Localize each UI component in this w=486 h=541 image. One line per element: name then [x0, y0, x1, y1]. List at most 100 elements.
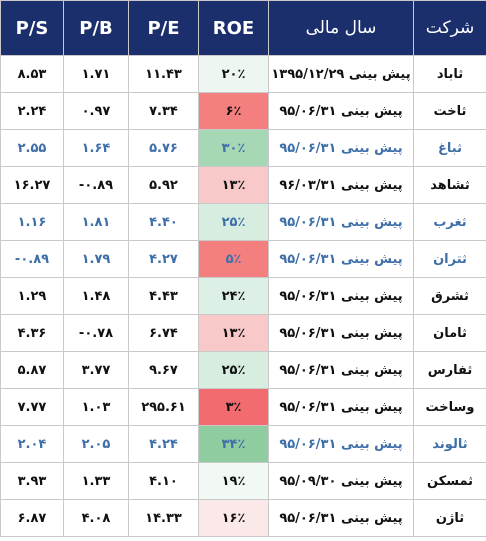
cell-pe: ۱۱.۴۳ [128, 55, 199, 93]
cell-pe: ۲۹۵.۶۱ [128, 388, 199, 426]
cell-company: ثامان [413, 314, 486, 352]
cell-pb: ۱.۴۸ [63, 277, 129, 315]
table-header: P/S P/B P/E ROE سال مالی شرکت [0, 0, 486, 56]
cell-pe: ۵.۷۶ [128, 129, 199, 167]
cell-company: ثشرق [413, 277, 486, 315]
cell-fiscal-year: پیش بینی ۹۵/۰۶/۳۱ [268, 92, 414, 130]
cell-pb: ۳.۷۷ [63, 351, 129, 389]
cell-fiscal-year: پیش بینی ۹۵/۰۶/۳۱ [268, 203, 414, 241]
cell-pe: ۹.۶۷ [128, 351, 199, 389]
cell-pb: ۰.۹۷ [63, 92, 129, 130]
cell-fiscal-year: پیش بینی ۹۵/۰۶/۳۱ [268, 351, 414, 389]
header-pb: P/B [63, 0, 129, 56]
cell-ps: ۸.۵۳ [0, 55, 64, 93]
header-company: شرکت [413, 0, 486, 56]
cell-company: ثاباد [413, 55, 486, 93]
cell-pb: ۱.۸۱ [63, 203, 129, 241]
table-row: ۳.۹۳ ۱.۳۳ ۴.۱۰ ۱۹٪ پیش بینی ۹۵/۰۹/۳۰ ثمسکن [0, 462, 486, 500]
table-row: ۲.۲۴ ۰.۹۷ ۷.۳۴ ۶٪ پیش بینی ۹۵/۰۶/۳۱ ثاخت [0, 92, 486, 130]
cell-fiscal-year: پیش بینی ۹۵/۰۶/۳۱ [268, 129, 414, 167]
cell-pb: ۴.۰۸ [63, 499, 129, 537]
table-row: ۶.۸۷ ۴.۰۸ ۱۴.۳۳ ۱۶٪ پیش بینی ۹۵/۰۶/۳۱ ثاژن [0, 499, 486, 537]
cell-company: وساخت [413, 388, 486, 426]
cell-pe: ۷.۳۴ [128, 92, 199, 130]
cell-pb: ۲.۰۵ [63, 425, 129, 463]
cell-company: ثفارس [413, 351, 486, 389]
cell-fiscal-year: پیش بینی ۹۵/۰۶/۳۱ [268, 277, 414, 315]
header-fiscal-year: سال مالی [268, 0, 414, 56]
cell-ps: ۴.۳۶ [0, 314, 64, 352]
cell-company: ثاخت [413, 92, 486, 130]
cell-roe: ۶٪ [198, 92, 269, 130]
cell-roe: ۱۹٪ [198, 462, 269, 500]
cell-company: ثمسکن [413, 462, 486, 500]
table-body: ۸.۵۳ ۱.۷۱ ۱۱.۴۳ ۲۰٪ پیش بینی ۱۳۹۵/۱۲/۲۹ ثاباد… [0, 55, 486, 537]
cell-roe: ۲۵٪ [198, 351, 269, 389]
header-row: P/S P/B P/E ROE سال مالی شرکت [0, 0, 486, 56]
cell-roe: ۱۳٪ [198, 166, 269, 204]
cell-roe: ۵٪ [198, 240, 269, 278]
table-row: ۸.۵۳ ۱.۷۱ ۱۱.۴۳ ۲۰٪ پیش بینی ۱۳۹۵/۱۲/۲۹ ثاباد [0, 55, 486, 93]
cell-company: ثتران [413, 240, 486, 278]
cell-ps: ۱.۱۶ [0, 203, 64, 241]
cell-roe: ۲۰٪ [198, 55, 269, 93]
cell-fiscal-year: پیش بینی ۹۵/۰۶/۳۱ [268, 499, 414, 537]
cell-pe: ۱۴.۳۳ [128, 499, 199, 537]
cell-pe: ۵.۹۲ [128, 166, 199, 204]
cell-fiscal-year: پیش بینی ۹۵/۰۶/۳۱ [268, 388, 414, 426]
cell-fiscal-year: پیش بینی ۹۵/۰۶/۳۱ [268, 314, 414, 352]
cell-company: ثغرب [413, 203, 486, 241]
cell-ps: ۲.۵۵ [0, 129, 64, 167]
table-row: ۲.۵۵ ۱.۶۴ ۵.۷۶ ۳۰٪ پیش بینی ۹۵/۰۶/۳۱ ثباغ [0, 129, 486, 167]
cell-pb: -۰.۸۹ [63, 166, 129, 204]
cell-pe: ۴.۴۰ [128, 203, 199, 241]
cell-pb: ۱.۰۳ [63, 388, 129, 426]
cell-roe: ۳٪ [198, 388, 269, 426]
table-row: ۵.۸۷ ۳.۷۷ ۹.۶۷ ۲۵٪ پیش بینی ۹۵/۰۶/۳۱ ثفارس [0, 351, 486, 389]
cell-pe: ۶.۷۴ [128, 314, 199, 352]
cell-fiscal-year: پیش بینی ۱۳۹۵/۱۲/۲۹ [268, 55, 414, 93]
cell-roe: ۲۴٪ [198, 277, 269, 315]
cell-company: ثشاهد [413, 166, 486, 204]
cell-roe: ۲۵٪ [198, 203, 269, 241]
cell-ps: ۳.۹۳ [0, 462, 64, 500]
header-pe: P/E [128, 0, 199, 56]
cell-company: ثالوند [413, 425, 486, 463]
cell-roe: ۳۴٪ [198, 425, 269, 463]
cell-pb: ۱.۷۹ [63, 240, 129, 278]
cell-ps: ۵.۸۷ [0, 351, 64, 389]
cell-pb: ۱.۳۳ [63, 462, 129, 500]
cell-ps: ۲.۲۴ [0, 92, 64, 130]
cell-fiscal-year: پیش بینی ۹۵/۰۹/۳۰ [268, 462, 414, 500]
header-roe: ROE [198, 0, 269, 56]
cell-pb: -۰.۷۸ [63, 314, 129, 352]
cell-fiscal-year: پیش بینی ۹۵/۰۶/۳۱ [268, 425, 414, 463]
cell-ps: ۷.۷۷ [0, 388, 64, 426]
cell-pb: ۱.۷۱ [63, 55, 129, 93]
table-row: ۲.۰۴ ۲.۰۵ ۴.۲۴ ۳۴٪ پیش بینی ۹۵/۰۶/۳۱ ثالوند [0, 425, 486, 463]
cell-roe: ۳۰٪ [198, 129, 269, 167]
cell-pe: ۴.۱۰ [128, 462, 199, 500]
cell-pe: ۴.۴۳ [128, 277, 199, 315]
cell-ps: -۰.۸۹ [0, 240, 64, 278]
cell-pe: ۴.۲۴ [128, 425, 199, 463]
table-row: ۴.۳۶ -۰.۷۸ ۶.۷۴ ۱۳٪ پیش بینی ۹۵/۰۶/۳۱ ثامان [0, 314, 486, 352]
cell-ps: ۱.۲۹ [0, 277, 64, 315]
cell-roe: ۱۳٪ [198, 314, 269, 352]
cell-ps: ۲.۰۴ [0, 425, 64, 463]
table-row: ۱.۱۶ ۱.۸۱ ۴.۴۰ ۲۵٪ پیش بینی ۹۵/۰۶/۳۱ ثغرب [0, 203, 486, 241]
cell-fiscal-year: پیش بینی ۹۵/۰۶/۳۱ [268, 240, 414, 278]
cell-fiscal-year: پیش بینی ۹۶/۰۳/۳۱ [268, 166, 414, 204]
table-row: -۰.۸۹ ۱.۷۹ ۴.۲۷ ۵٪ پیش بینی ۹۵/۰۶/۳۱ ثتران [0, 240, 486, 278]
cell-roe: ۱۶٪ [198, 499, 269, 537]
cell-pb: ۱.۶۴ [63, 129, 129, 167]
table-row: ۱.۲۹ ۱.۴۸ ۴.۴۳ ۲۴٪ پیش بینی ۹۵/۰۶/۳۱ ثشرق [0, 277, 486, 315]
table-row: ۱۶.۲۷ -۰.۸۹ ۵.۹۲ ۱۳٪ پیش بینی ۹۶/۰۳/۳۱ ثشاهد [0, 166, 486, 204]
cell-ps: ۱۶.۲۷ [0, 166, 64, 204]
cell-company: ثاژن [413, 499, 486, 537]
cell-ps: ۶.۸۷ [0, 499, 64, 537]
header-ps: P/S [0, 0, 64, 56]
table-row: ۷.۷۷ ۱.۰۳ ۲۹۵.۶۱ ۳٪ پیش بینی ۹۵/۰۶/۳۱ وساخت [0, 388, 486, 426]
cell-pe: ۴.۲۷ [128, 240, 199, 278]
